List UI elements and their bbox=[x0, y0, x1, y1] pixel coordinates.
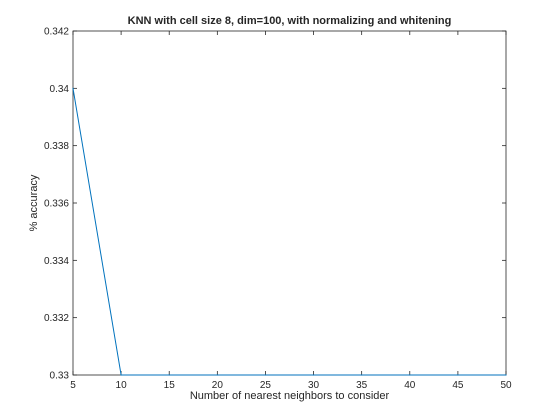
x-axis-label: Number of nearest neighbors to consider bbox=[190, 390, 390, 402]
x-tick-label: 10 bbox=[116, 380, 128, 391]
plot-area bbox=[73, 31, 506, 375]
data-point bbox=[217, 374, 218, 375]
x-tick-label: 45 bbox=[452, 380, 464, 391]
data-point bbox=[72, 88, 73, 89]
y-tick-label: 0.34 bbox=[50, 84, 70, 95]
y-tick-label: 0.342 bbox=[44, 27, 69, 38]
y-tick-label: 0.338 bbox=[44, 141, 69, 152]
y-tick-label: 0.336 bbox=[44, 199, 69, 210]
x-tick-label: 50 bbox=[500, 380, 512, 391]
data-point bbox=[505, 374, 506, 375]
data-point bbox=[409, 374, 410, 375]
data-point bbox=[313, 374, 314, 375]
data-point bbox=[361, 374, 362, 375]
data-point bbox=[121, 374, 122, 375]
data-point bbox=[169, 374, 170, 375]
chart-title: KNN with cell size 8, dim=100, with norm… bbox=[128, 15, 452, 27]
x-tick-label: 15 bbox=[164, 380, 176, 391]
data-point bbox=[265, 374, 266, 375]
y-axis-label: % accuracy bbox=[28, 174, 40, 231]
x-tick-label: 5 bbox=[70, 380, 76, 391]
y-tick-label: 0.332 bbox=[44, 313, 69, 324]
data-point bbox=[457, 374, 458, 375]
y-tick-label: 0.33 bbox=[50, 371, 70, 382]
y-tick-label: 0.334 bbox=[44, 256, 69, 267]
x-tick-label: 40 bbox=[404, 380, 416, 391]
